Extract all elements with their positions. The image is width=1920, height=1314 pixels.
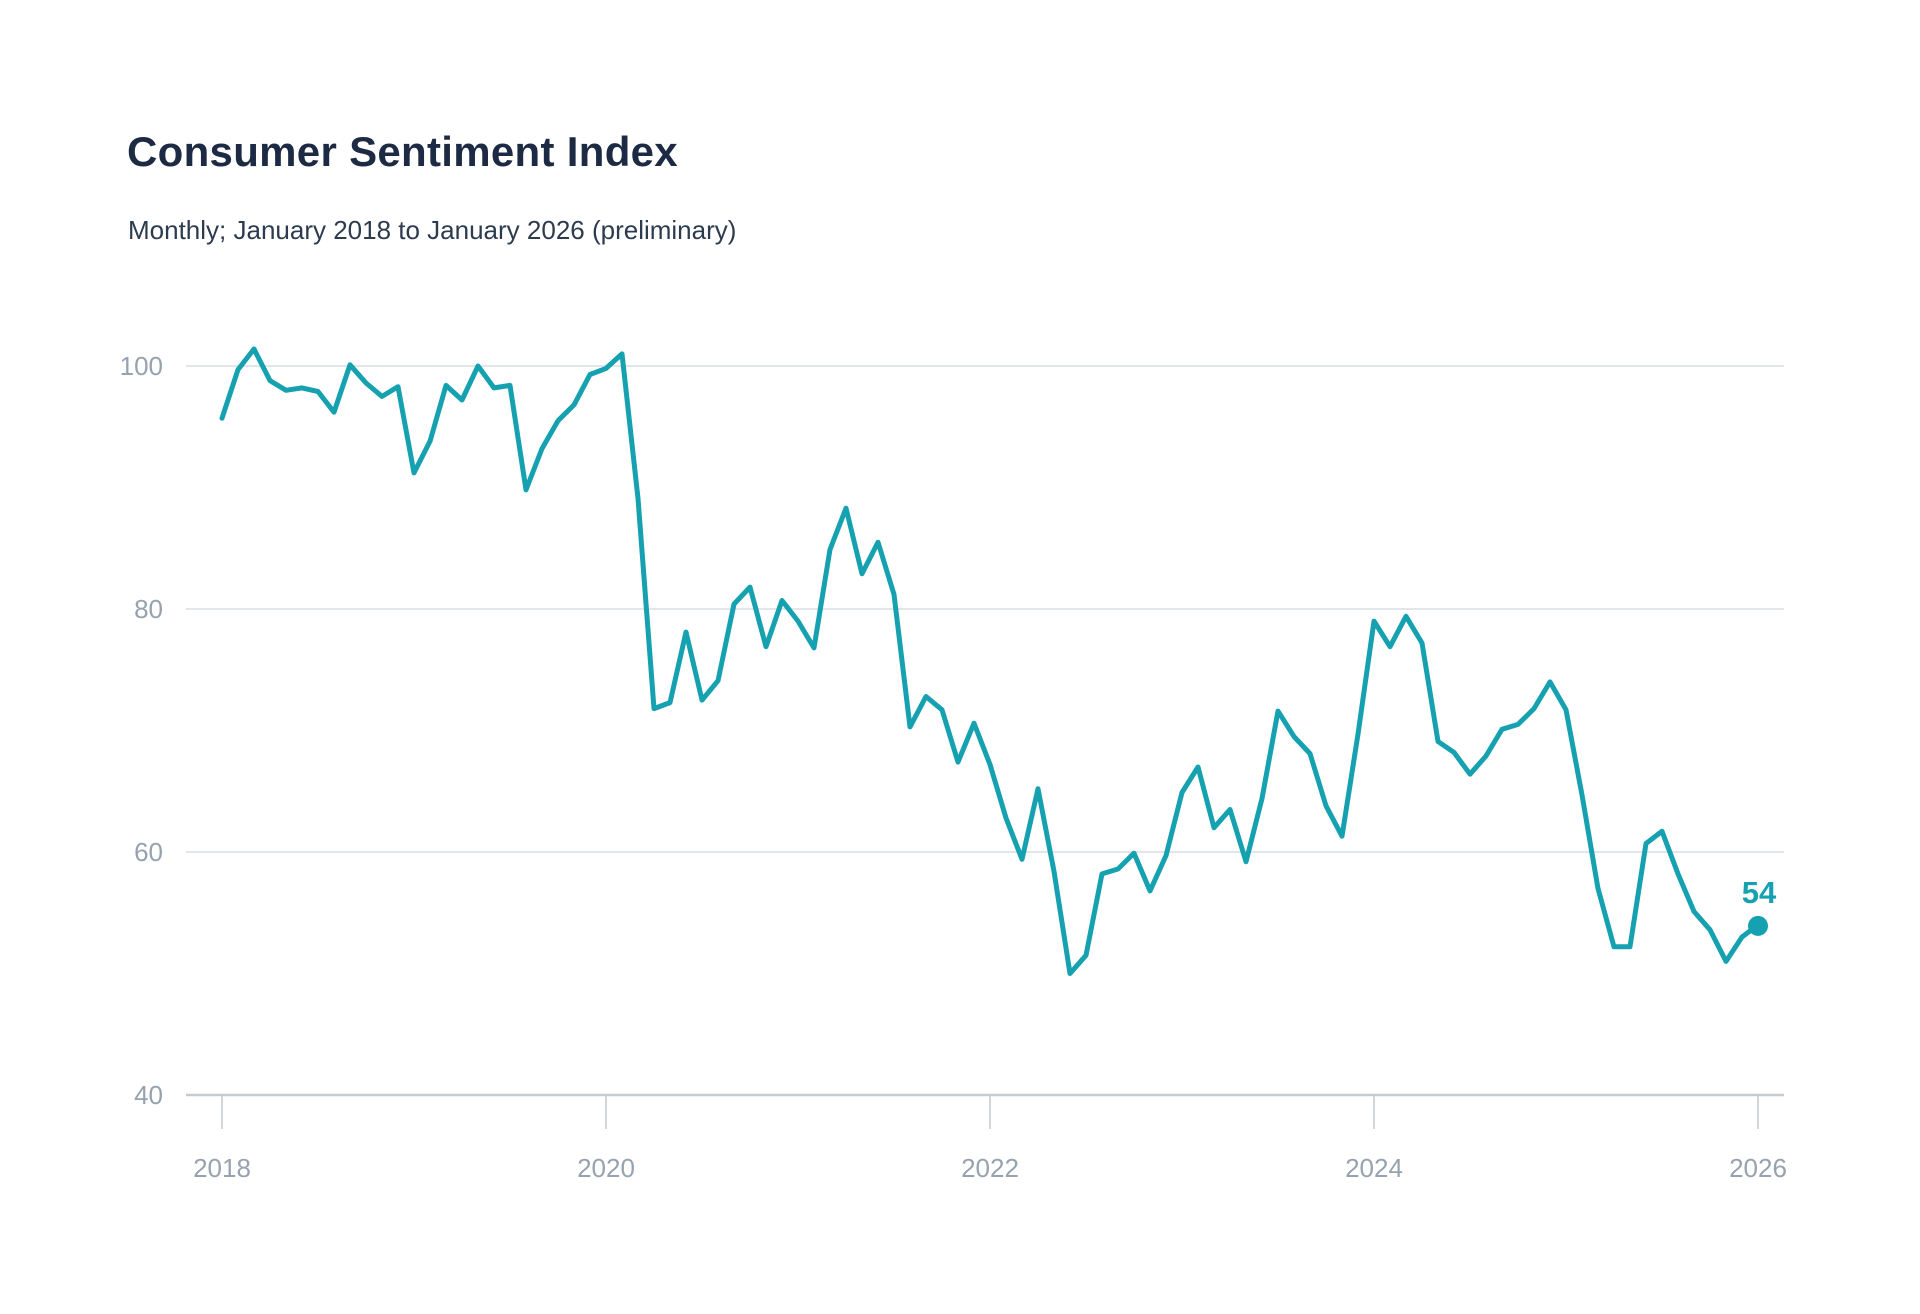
latest-value-label: 54	[1742, 875, 1777, 910]
x-axis-label: 2018	[193, 1153, 251, 1183]
sentiment-line	[219, 346, 1761, 976]
y-axis-label: 60	[134, 837, 163, 867]
gridlines-layer	[186, 365, 1784, 1097]
x-axis-label: 2020	[577, 1153, 635, 1183]
chart-subtitle: Monthly; January 2018 to January 2026 (p…	[128, 215, 737, 245]
series-layer: 54	[219, 346, 1777, 976]
x-axis-label: 2026	[1729, 1153, 1787, 1183]
y-axis-label: 100	[120, 351, 163, 381]
x-axis-label: 2024	[1345, 1153, 1403, 1183]
y-axis-label: 40	[134, 1080, 163, 1110]
latest-value-dot	[1748, 915, 1768, 936]
x-axis-label: 2022	[961, 1153, 1019, 1183]
page-title: Consumer Sentiment Index	[127, 128, 678, 175]
y-axis-label: 80	[134, 594, 163, 624]
axis-layer: 40 60 80 100 2018 2020 2022 2024 2026	[120, 351, 1787, 1183]
